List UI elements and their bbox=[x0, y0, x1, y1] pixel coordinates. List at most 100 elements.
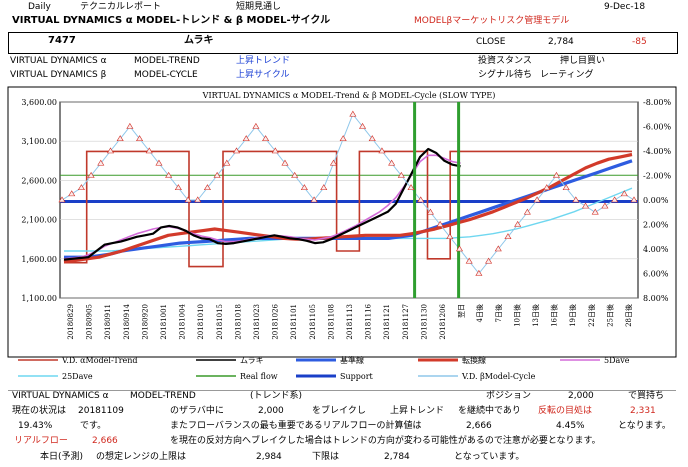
cycle-beta-point bbox=[136, 135, 144, 142]
x-tick-label: 25日後 bbox=[605, 304, 614, 327]
page-title: VIRTUAL DYNAMICS α MODEL-トレンド & β MODEL-… bbox=[12, 15, 331, 26]
y2-tick-label: 8.00% bbox=[643, 294, 669, 303]
cycle-beta-point bbox=[291, 171, 299, 178]
model-row-beta-label: VIRTUAL DYNAMICS β bbox=[10, 70, 107, 80]
x-tick-label: 20181004 bbox=[179, 303, 187, 339]
cycle-beta-point bbox=[485, 257, 493, 264]
cycle-beta-point bbox=[271, 147, 279, 154]
y2-tick-label: 2.00% bbox=[643, 221, 669, 230]
legend-label: 25Dave bbox=[62, 372, 93, 381]
footer-table bbox=[8, 390, 676, 467]
cycle-beta-point bbox=[562, 184, 570, 191]
model-row-alpha-label: VIRTUAL DYNAMICS α bbox=[10, 56, 107, 66]
model-row-beta-value: 上昇サイクル bbox=[236, 70, 290, 80]
cycle-beta-point bbox=[397, 171, 405, 178]
x-tick-label: 20181015 bbox=[216, 304, 224, 340]
close-value: 2,784 bbox=[548, 37, 574, 47]
chart-title: VIRTUAL DYNAMICS α MODEL-Trend & β MODEL… bbox=[202, 91, 496, 100]
cycle-beta-point bbox=[572, 196, 580, 203]
x-tick-label: 13日後 bbox=[531, 304, 540, 327]
footer-flow-value: 2,666 bbox=[466, 421, 492, 431]
cycle-beta-point bbox=[465, 257, 473, 264]
x-tick-label: 翌日 bbox=[458, 304, 466, 318]
footer-desu: です。 bbox=[80, 421, 107, 431]
x-tick-label: 20180911 bbox=[104, 304, 112, 340]
footer-alpha-kind: (トレンド系) bbox=[250, 391, 303, 401]
cycle-beta-point bbox=[455, 245, 464, 252]
footer-alpha-label: VIRTUAL DYNAMICS α bbox=[12, 391, 109, 401]
cycle-beta-point bbox=[494, 245, 502, 252]
footer-action: で買持ち bbox=[628, 391, 665, 401]
turn-line-series bbox=[63, 152, 633, 264]
footer-position: 2,000 bbox=[568, 391, 594, 401]
legend-label: 転換線 bbox=[462, 355, 486, 365]
model-row-alpha-stance-label: 投資スタンス bbox=[478, 56, 532, 66]
x-tick-label: 20181113 bbox=[346, 304, 354, 340]
x-tick-label: 10日後 bbox=[512, 304, 521, 327]
cycle-beta-point bbox=[359, 122, 367, 129]
y2-tick-label: 4.00% bbox=[643, 245, 669, 254]
x-tick-label: 20181130 bbox=[420, 304, 428, 340]
x-tick-label: 20181101 bbox=[290, 304, 298, 340]
y-tick-label: 3,600.00 bbox=[21, 98, 57, 107]
ticker-box bbox=[8, 32, 678, 54]
footer-range-high: 2,984 bbox=[256, 452, 282, 462]
ticker-name: ムラキ bbox=[184, 35, 214, 46]
model-subtitle: MODELβマーケットリスク管理モデル bbox=[414, 16, 570, 26]
y2-tick-label: -6.00% bbox=[643, 123, 672, 132]
header-daily: Daily bbox=[28, 2, 51, 12]
y-tick-label: 1,100.00 bbox=[21, 294, 57, 303]
cycle-beta-point bbox=[349, 110, 357, 117]
cycle-beta-point bbox=[145, 147, 153, 154]
footer-flow-tail: となります。 bbox=[618, 421, 671, 431]
cycle-beta-point bbox=[126, 122, 134, 129]
footer-target-value: 2,331 bbox=[630, 406, 656, 416]
x-tick-label: 20181026 bbox=[272, 303, 280, 339]
model-row-beta-stance-label: シグナル待ち bbox=[478, 70, 533, 80]
cycle-beta-point bbox=[68, 190, 76, 197]
footer-realflow-value: 2,666 bbox=[92, 436, 118, 446]
footer-status-date: 20181109 bbox=[78, 406, 124, 416]
footer-position-label: ポジション bbox=[486, 391, 532, 401]
cycle-beta-point bbox=[436, 220, 444, 227]
cycle-beta-point bbox=[97, 159, 105, 166]
cycle-beta-point bbox=[339, 135, 347, 142]
x-tick-label: 20181116 bbox=[365, 303, 373, 339]
x-tick-label: 16日後 bbox=[550, 304, 559, 327]
cycle-beta-point bbox=[514, 220, 522, 227]
cycle-beta-point bbox=[523, 208, 531, 215]
cycle-beta-point bbox=[77, 184, 85, 191]
footer-status-label: 現在の状況は bbox=[12, 406, 67, 416]
y2-tick-label: 6.00% bbox=[643, 270, 669, 279]
legend-label: 5Dave bbox=[604, 356, 630, 365]
cycle-beta-point bbox=[368, 135, 376, 142]
legend-label: V.D. βModel-Cycle bbox=[461, 372, 536, 381]
cycle-beta-point bbox=[116, 135, 124, 142]
cycle-beta-point bbox=[184, 196, 192, 203]
cycle-beta-series bbox=[61, 113, 635, 274]
y2-tick-label: -8.00% bbox=[643, 98, 672, 107]
y2-tick-label: -2.00% bbox=[643, 172, 672, 181]
x-tick-label: 20181206 bbox=[439, 303, 447, 339]
cycle-beta-point bbox=[417, 196, 425, 203]
x-tick-label: 20180920 bbox=[141, 304, 149, 340]
footer-status-value: 2,000 bbox=[258, 406, 284, 416]
footer-status-trend: 上昇トレンド bbox=[390, 406, 445, 416]
cycle-beta-point bbox=[446, 233, 454, 240]
x-tick-label: 20181023 bbox=[253, 304, 261, 340]
header-outlook: 短期見通し bbox=[236, 2, 282, 12]
cycle-beta-point bbox=[475, 269, 483, 276]
cycle-beta-point bbox=[165, 171, 173, 178]
legend-label: V.D. αModel-Trend bbox=[61, 356, 138, 365]
header-date: 9-Dec-18 bbox=[604, 2, 646, 12]
x-tick-label: 28日後 bbox=[624, 304, 633, 327]
y-tick-label: 3,100.00 bbox=[21, 137, 57, 146]
cycle-beta-point bbox=[504, 233, 512, 240]
x-tick-label: 20180829 bbox=[67, 304, 75, 340]
footer-status-mid: のザラバ中に bbox=[170, 406, 224, 416]
cycle-beta-point bbox=[611, 196, 619, 203]
cycle-beta-point bbox=[591, 208, 599, 215]
cycle-beta-point bbox=[388, 159, 396, 166]
cycle-beta-point bbox=[407, 184, 415, 191]
